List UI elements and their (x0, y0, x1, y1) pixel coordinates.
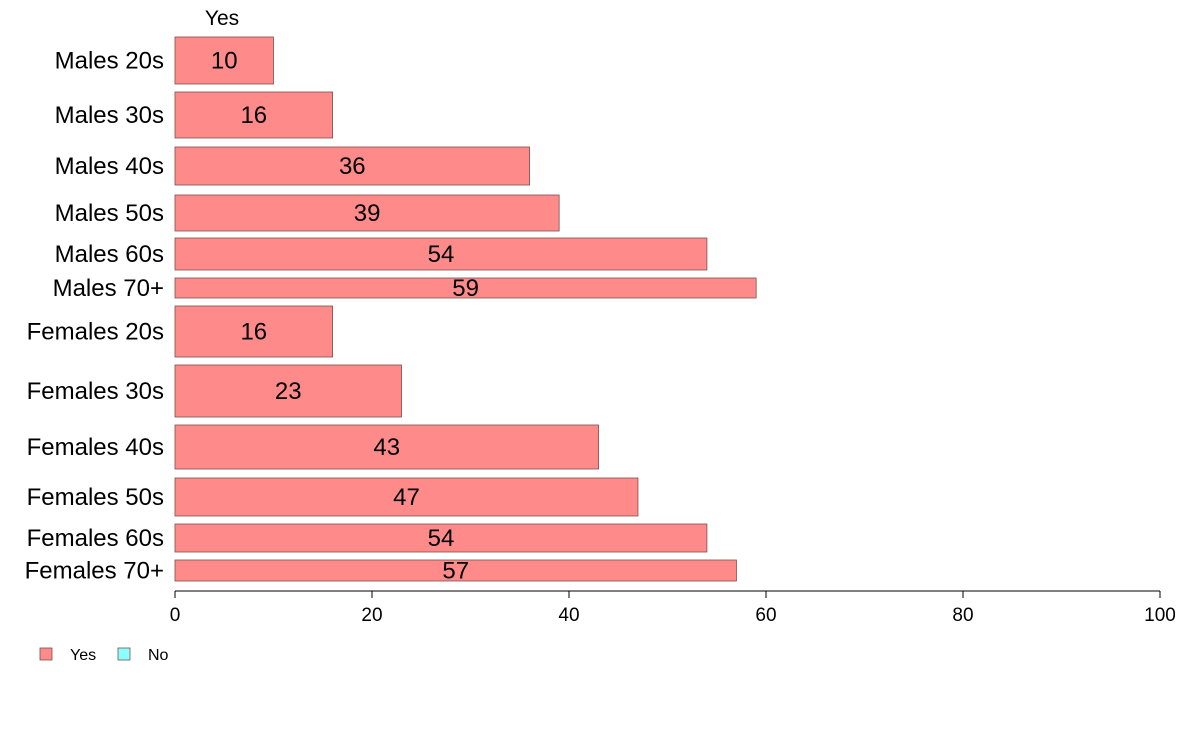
category-label: Females 40s (27, 434, 164, 461)
bar (174, 194, 560, 232)
category-label: Males 30s (55, 102, 164, 129)
category-label: Females 50s (27, 484, 164, 511)
bar (174, 559, 737, 582)
category-label: Males 60s (55, 241, 164, 268)
x-tick-label: 100 (1144, 605, 1176, 626)
x-tick-label: 20 (361, 605, 382, 626)
bar (174, 277, 757, 299)
legend-swatch (117, 647, 131, 661)
series-header-label: Yes (205, 7, 239, 30)
bar-value-label: 36 (339, 153, 366, 180)
bar-value-label: 43 (373, 434, 400, 461)
category-label: Females 20s (27, 319, 164, 346)
bar (174, 91, 334, 139)
x-tick-label: 80 (952, 605, 973, 626)
bar (174, 424, 599, 470)
x-axis: 0 20 40 60 80 100 (170, 590, 1176, 626)
bar-value-label: 16 (240, 102, 267, 129)
bars-group: 10 Males 20s 16 Males 30s 36 Males 40s 39 Males… (25, 36, 757, 585)
bar-value-label: 59 (452, 275, 479, 302)
x-tick-label: 0 (170, 605, 181, 626)
bar-value-label: 57 (442, 558, 469, 585)
x-tick-label: 60 (755, 605, 776, 626)
legend-label: Yes (70, 647, 96, 664)
category-label: Males 40s (55, 153, 164, 180)
bar-value-label: 54 (428, 241, 455, 268)
bar-value-label: 39 (354, 200, 381, 227)
bar (174, 237, 708, 271)
bar (174, 364, 402, 418)
category-label: Females 70+ (25, 558, 164, 585)
bar-value-label: 10 (211, 48, 238, 75)
bar (174, 477, 639, 517)
bar (174, 146, 531, 186)
bar (174, 523, 708, 553)
bar-value-label: 47 (393, 484, 420, 511)
category-label: Males 50s (55, 200, 164, 227)
legend: Yes No (39, 647, 169, 664)
category-label: Males 20s (55, 48, 164, 75)
category-label: Females 30s (27, 378, 164, 405)
bar-value-label: 23 (275, 378, 302, 405)
x-tick-label: 40 (558, 605, 579, 626)
bar (174, 305, 334, 358)
legend-label: No (148, 647, 169, 664)
bar-value-label: 54 (428, 525, 455, 552)
legend-swatch (39, 647, 53, 661)
category-label: Males 70+ (53, 275, 164, 302)
bar-value-label: 16 (240, 319, 267, 346)
category-label: Females 60s (27, 525, 164, 552)
bar (174, 36, 274, 85)
